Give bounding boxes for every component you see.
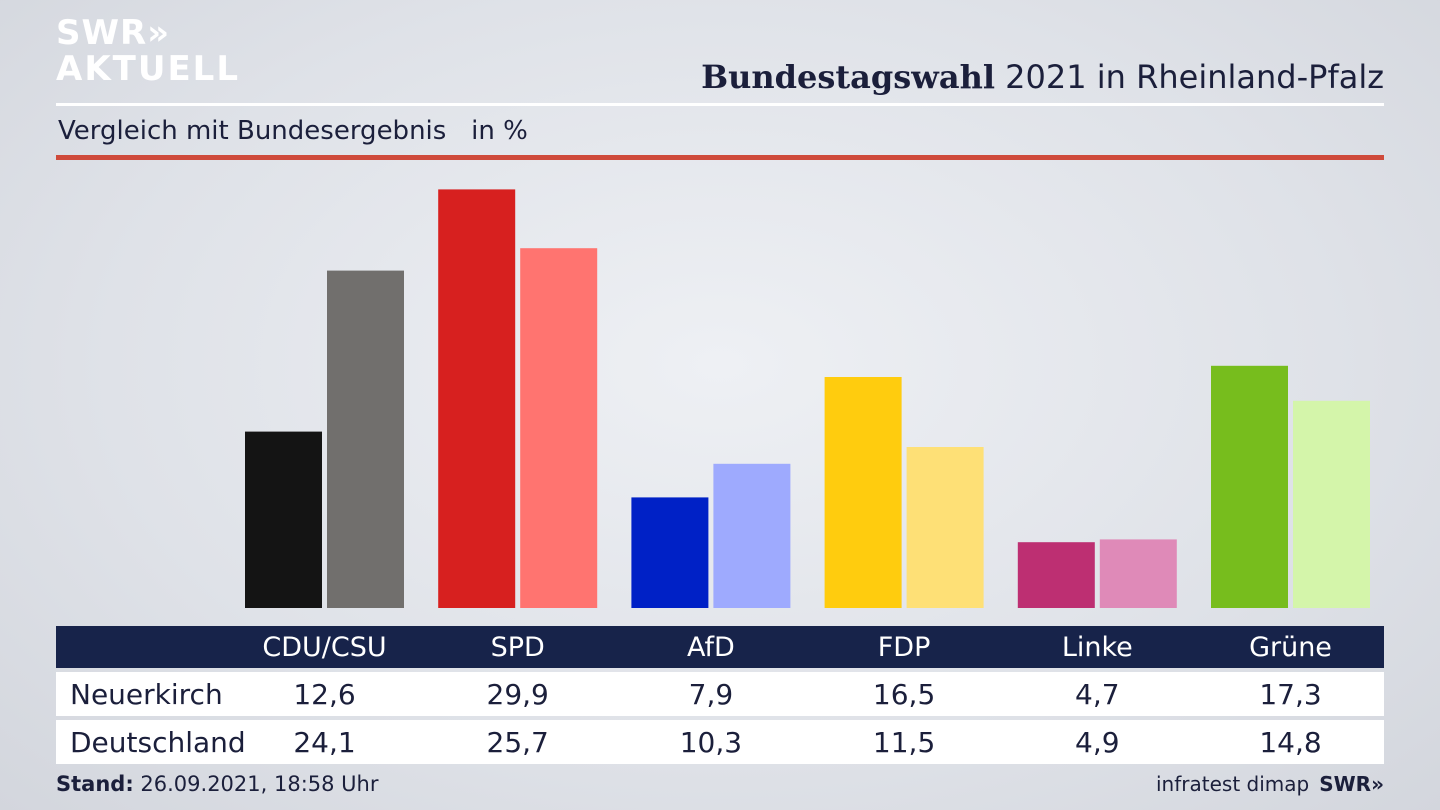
data-label: 11,5 bbox=[872, 725, 936, 759]
data-label: 4,7 bbox=[1075, 677, 1120, 711]
data-label: 7,9 bbox=[688, 677, 734, 711]
data-label: 12,6 bbox=[293, 677, 356, 711]
table-row: Neuerkirch 12,6 29,9 7,9 16,5 4,7 17,3 bbox=[56, 672, 1384, 716]
bar-gr-ne-deutschland bbox=[1293, 400, 1370, 608]
title-rest: 2021 in Rheinland-Pfalz bbox=[995, 58, 1384, 96]
chart-subtitle: Vergleich mit Bundesergebnis in % bbox=[58, 116, 528, 146]
table-body: Neuerkirch 12,6 29,9 7,9 16,5 4,7 17,3 Deutschl… bbox=[56, 672, 1384, 764]
bar-afd-neuerkirch bbox=[631, 497, 709, 608]
bar-cdu-csu-deutschland bbox=[327, 270, 404, 608]
column-header: SPD bbox=[490, 631, 545, 663]
stand-label: Stand: bbox=[56, 772, 134, 796]
row-label: Neuerkirch bbox=[70, 677, 223, 711]
bar-linke-deutschland bbox=[1099, 539, 1177, 608]
header-divider bbox=[56, 103, 1384, 106]
stand-value: 26.09.2021, 18:58 Uhr bbox=[133, 772, 379, 796]
table-header: CDU/CSU SPD AfD FDP Linke Grüne bbox=[56, 626, 1384, 668]
data-label: 17,3 bbox=[1259, 677, 1322, 711]
data-label: 10,3 bbox=[679, 725, 743, 759]
data-label: 25,7 bbox=[486, 725, 549, 759]
page-title: Bundestagswahl 2021 in Rheinland-Pfalz bbox=[701, 58, 1384, 96]
data-label: 29,9 bbox=[486, 677, 549, 711]
bar-chart bbox=[245, 189, 1370, 608]
logo-line-2: AKTUELL bbox=[56, 49, 241, 89]
results-table: CDU/CSU SPD AfD FDP Linke Grüne Neuerkirch 12,… bbox=[56, 626, 1384, 764]
bar-gr-ne-neuerkirch bbox=[1211, 365, 1288, 608]
brand-logo: SWR» bbox=[1319, 772, 1384, 796]
source-credit: infratest dimap SWR» bbox=[1156, 772, 1384, 796]
logo-line-1: SWR» bbox=[56, 13, 171, 53]
data-label: 16,5 bbox=[872, 677, 936, 711]
column-header: FDP bbox=[877, 631, 931, 663]
bar-fdp-neuerkirch bbox=[824, 377, 902, 608]
data-label: 24,1 bbox=[293, 725, 356, 759]
swr-aktuell-logo: SWR» AKTUELL bbox=[56, 16, 240, 86]
bar-fdp-deutschland bbox=[906, 447, 984, 608]
timestamp: Stand: 26.09.2021, 18:58 Uhr bbox=[56, 772, 379, 796]
bar-linke-neuerkirch bbox=[1017, 542, 1095, 608]
column-header: Grüne bbox=[1249, 631, 1332, 663]
column-header: Linke bbox=[1061, 631, 1133, 663]
accent-divider bbox=[56, 155, 1384, 160]
table-row: Deutschland 24,1 25,7 10,3 11,5 4,9 14,8 bbox=[56, 720, 1384, 764]
bar-spd-neuerkirch bbox=[438, 189, 516, 608]
title-bold: Bundestagswahl bbox=[701, 58, 995, 96]
column-header: AfD bbox=[686, 631, 735, 663]
bar-spd-deutschland bbox=[520, 248, 598, 608]
bar-afd-deutschland bbox=[713, 463, 791, 608]
data-label: 14,8 bbox=[1259, 725, 1322, 759]
data-label: 4,9 bbox=[1075, 725, 1120, 759]
source-name: infratest dimap bbox=[1156, 772, 1310, 796]
column-header: CDU/CSU bbox=[262, 631, 387, 663]
bar-cdu-csu-neuerkirch bbox=[245, 431, 322, 608]
row-label: Deutschland bbox=[70, 725, 246, 759]
